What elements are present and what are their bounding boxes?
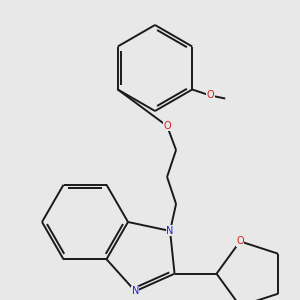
Text: N: N [132, 286, 139, 296]
Text: N: N [167, 226, 174, 236]
Text: O: O [236, 236, 244, 246]
Text: O: O [163, 121, 171, 131]
Text: O: O [206, 91, 214, 100]
